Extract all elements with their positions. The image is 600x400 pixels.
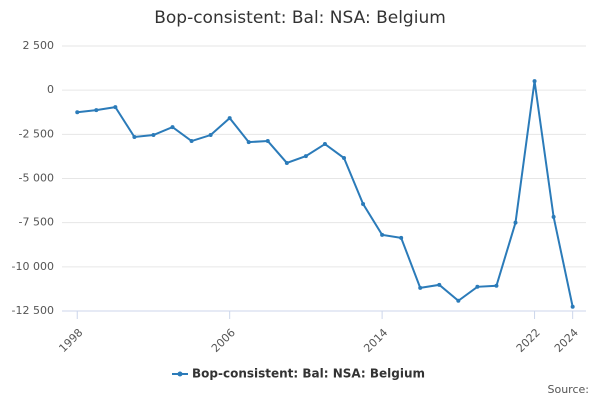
- point: [380, 232, 385, 237]
- legend-label: Bop-consistent: Bal: NSA: Belgium: [192, 367, 425, 381]
- point: [227, 116, 232, 121]
- point: [75, 110, 80, 115]
- point: [399, 235, 404, 240]
- y-tick-label: 0: [47, 83, 54, 96]
- y-tick-label: -7 500: [19, 216, 54, 229]
- x-tick-label: 1998: [56, 326, 85, 355]
- point: [513, 220, 518, 225]
- point: [132, 134, 137, 139]
- point: [322, 142, 327, 147]
- point: [246, 140, 251, 145]
- point: [570, 304, 575, 309]
- point: [303, 154, 308, 159]
- chart-title: Bop-consistent: Bal: NSA: Belgium: [154, 8, 446, 28]
- point: [361, 201, 366, 206]
- y-tick-label: -5 000: [19, 172, 54, 185]
- point: [475, 284, 480, 289]
- source: Source:: [548, 383, 590, 396]
- point: [208, 133, 213, 138]
- legend-marker: [177, 371, 183, 377]
- line: [77, 81, 574, 307]
- point: [456, 298, 461, 303]
- y-tick-label: -10 000: [12, 260, 54, 273]
- y-tick-label: 2 500: [23, 39, 55, 52]
- point: [265, 139, 270, 144]
- point: [170, 125, 175, 130]
- y-tick-label: -2 500: [19, 127, 54, 140]
- x-tick-label: 2022: [514, 326, 543, 355]
- y-tick-label: -12 500: [12, 304, 54, 317]
- point: [189, 139, 194, 144]
- point: [113, 105, 118, 110]
- point: [532, 79, 537, 84]
- point: [342, 156, 347, 161]
- point: [151, 133, 156, 138]
- point: [94, 108, 99, 113]
- x-tick-label: 2006: [209, 326, 238, 355]
- x-tick-label: 2024: [552, 326, 581, 355]
- x-tick-label: 2014: [361, 326, 390, 355]
- point: [551, 214, 556, 219]
- point: [437, 282, 442, 287]
- point: [494, 283, 499, 288]
- point: [418, 285, 423, 290]
- point: [284, 160, 289, 165]
